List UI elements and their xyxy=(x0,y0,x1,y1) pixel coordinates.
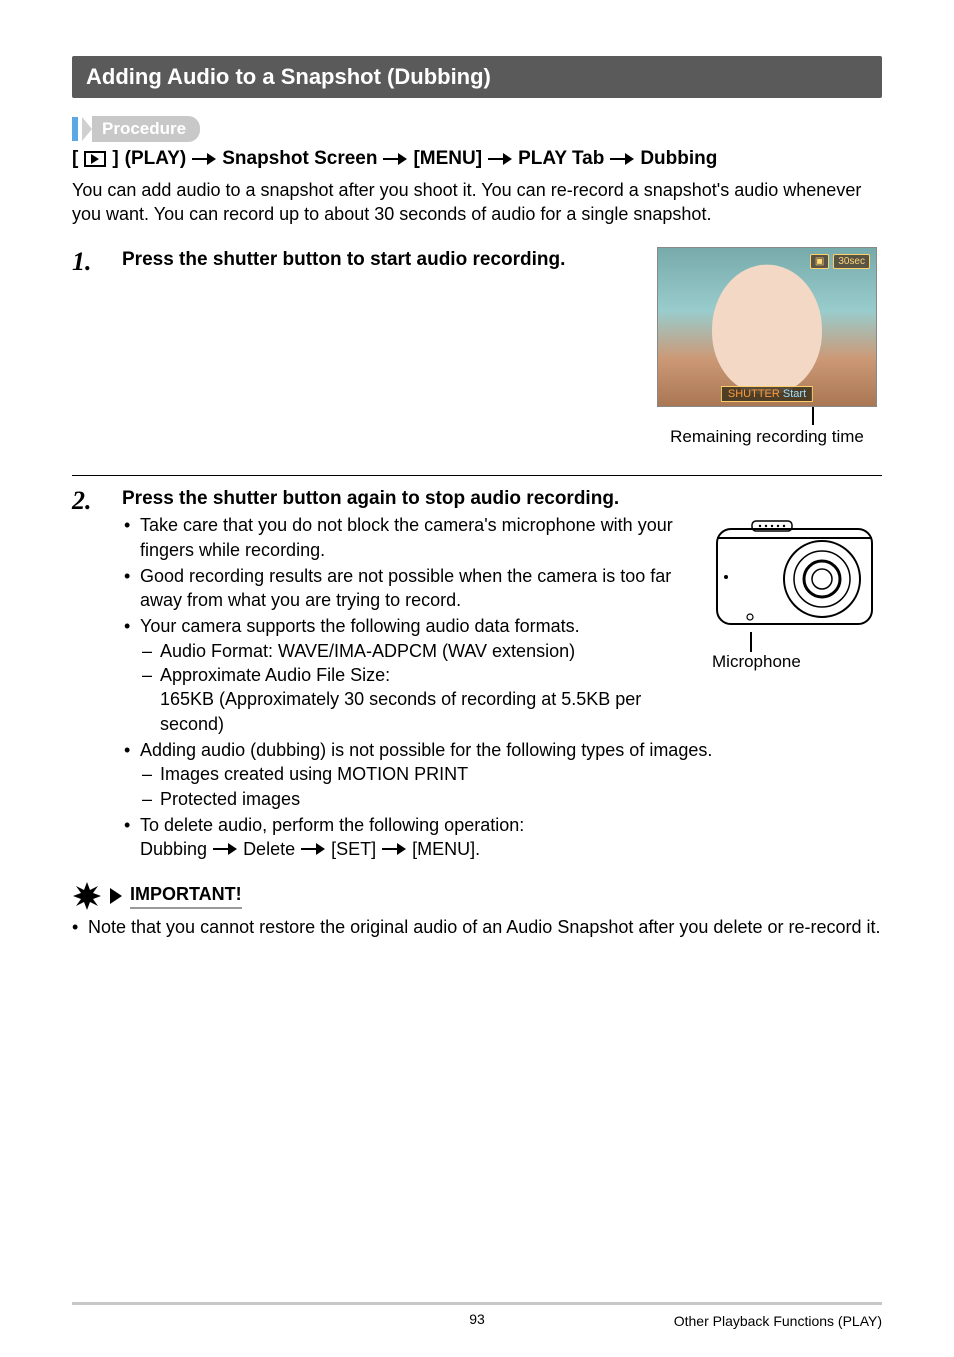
breadcrumb-playtab: PLAY Tab xyxy=(518,148,604,170)
footer-section: Other Playback Functions (PLAY) xyxy=(674,1313,882,1329)
format-list: Audio Format: WAVE/IMA-ADPCM (WAV extens… xyxy=(140,639,692,736)
delete-seq-item: [MENU]. xyxy=(412,837,480,861)
preview-badge-time: 30sec xyxy=(833,254,870,269)
arrow-icon xyxy=(383,154,407,164)
step-1-title: Press the shutter button to start audio … xyxy=(122,247,632,273)
pointer-line xyxy=(812,407,814,425)
section-title-bar: Adding Audio to a Snapshot (Dubbing) xyxy=(72,56,882,98)
camera-icon xyxy=(712,517,877,632)
breadcrumb-snapshot: Snapshot Screen xyxy=(222,148,377,170)
step-2-bullets: Take care that you do not block the came… xyxy=(122,513,692,736)
breadcrumb-close-bracket: ] xyxy=(112,148,118,170)
arrow-icon xyxy=(610,154,634,164)
procedure-accent xyxy=(72,117,78,141)
types-list: Images created using MOTION PRINT Protec… xyxy=(140,762,882,811)
page-footer: 93 Other Playback Functions (PLAY) xyxy=(72,1302,882,1327)
important-heading: IMPORTANT! xyxy=(72,881,882,911)
arrow-icon xyxy=(301,844,325,854)
list-item: Good recording results are not possible … xyxy=(122,564,692,613)
list-item: Protected images xyxy=(140,787,882,811)
list-item: Take care that you do not block the came… xyxy=(122,513,692,562)
divider xyxy=(72,475,882,476)
arrow-icon xyxy=(192,154,216,164)
play-icon xyxy=(84,151,106,167)
step-1: 1. Press the shutter button to start aud… xyxy=(72,247,882,447)
breadcrumb-open-bracket: [ xyxy=(72,148,78,170)
preview-shutter-label: SHUTTER Start xyxy=(721,386,813,402)
preview-badge-icon: ▣ xyxy=(810,254,829,269)
burst-icon xyxy=(72,881,102,911)
delete-seq-item: Delete xyxy=(243,837,295,861)
list-item: Your camera supports the following audio… xyxy=(122,614,692,735)
step-2-title: Press the shutter button again to stop a… xyxy=(122,486,882,512)
preview-caption: Remaining recording time xyxy=(652,427,882,447)
breadcrumb-dubbing: Dubbing xyxy=(640,148,717,170)
arrow-icon xyxy=(382,844,406,854)
list-item: Images created using MOTION PRINT xyxy=(140,762,882,786)
list-item: Note that you cannot restore the origina… xyxy=(72,915,882,939)
breadcrumb-menu: [MENU] xyxy=(413,148,482,170)
list-item: Adding audio (dubbing) is not possible f… xyxy=(122,738,882,811)
important-note: Note that you cannot restore the origina… xyxy=(72,915,882,939)
important-label: IMPORTANT! xyxy=(130,884,242,909)
mic-pointer-line xyxy=(750,632,752,652)
important-arrow-icon xyxy=(110,888,122,904)
delete-seq-item: Dubbing xyxy=(140,837,207,861)
intro-text: You can add audio to a snapshot after yo… xyxy=(72,178,882,227)
procedure-chevron-icon xyxy=(82,117,92,141)
preview-image: ▣ 30sec SHUTTER Start xyxy=(657,247,877,407)
step-2: 2. Press the shutter button again to sto… xyxy=(72,486,882,862)
step-1-number: 1. xyxy=(72,247,102,277)
arrow-icon xyxy=(213,844,237,854)
microphone-label: Microphone xyxy=(712,652,882,672)
breadcrumb-play: (PLAY) xyxy=(125,148,187,170)
arrow-icon xyxy=(488,154,512,164)
section-title: Adding Audio to a Snapshot (Dubbing) xyxy=(86,64,491,89)
list-item: Approximate Audio File Size: 165KB (Appr… xyxy=(140,663,692,736)
breadcrumb: [ ] (PLAY) Snapshot Screen [MENU] PLAY T… xyxy=(72,148,882,170)
procedure-heading: Procedure xyxy=(72,116,882,142)
list-item: To delete audio, perform the following o… xyxy=(122,813,882,862)
step-2-number: 2. xyxy=(72,486,102,516)
step-2-bullets-2: Adding audio (dubbing) is not possible f… xyxy=(122,738,882,861)
procedure-label: Procedure xyxy=(92,116,200,142)
camera-diagram: Microphone xyxy=(712,517,882,736)
delete-seq-item: [SET] xyxy=(331,837,376,861)
list-item: Audio Format: WAVE/IMA-ADPCM (WAV extens… xyxy=(140,639,692,663)
page-number: 93 xyxy=(469,1311,485,1327)
